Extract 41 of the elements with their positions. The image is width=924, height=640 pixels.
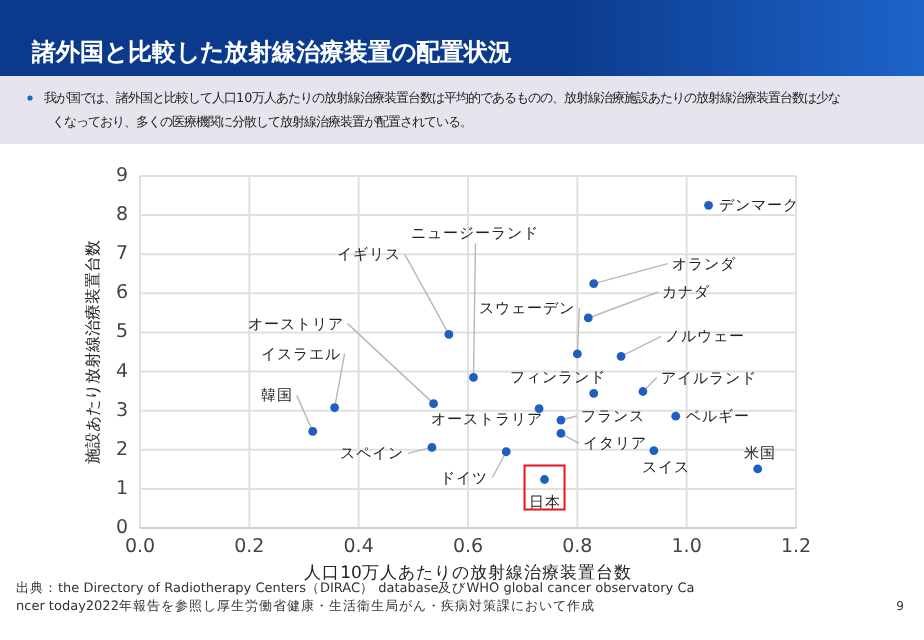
point	[638, 387, 648, 396]
point	[704, 200, 713, 210]
point	[444, 330, 454, 339]
point	[572, 349, 582, 359]
x-tick-label: 0.4	[343, 536, 374, 558]
point	[589, 279, 599, 288]
y-tick-label: 3	[115, 399, 128, 422]
point	[429, 399, 438, 409]
point	[589, 389, 599, 398]
point	[556, 428, 566, 438]
x-tick-label: 0.6	[452, 536, 484, 558]
y-tick-label: 7	[115, 243, 128, 266]
y-tick-label: 0	[115, 517, 128, 539]
x-tick-label: 0.8	[562, 536, 593, 558]
point	[308, 427, 318, 436]
point	[501, 447, 511, 457]
point	[753, 464, 763, 474]
point	[583, 313, 593, 323]
y-tick-label: 1	[115, 477, 128, 500]
y-tick-label: 2	[115, 438, 128, 461]
x-tick-label: 1.2	[780, 536, 812, 558]
chart-title: 諸外国と比較した放射線治療装置の配置状況	[30, 38, 512, 66]
point	[616, 351, 626, 361]
x-tick-label: 1.0	[671, 536, 702, 558]
x-axis-title: 人口10万人あたりの放射線治療装置台数	[304, 562, 632, 584]
y-tick-label: 6	[115, 282, 128, 305]
y-tick-label: 8	[115, 204, 128, 227]
x-tick-label: 0.2	[234, 536, 265, 558]
point	[330, 403, 340, 412]
y-tick-label: 5	[115, 321, 128, 344]
y-tick-label: 9	[115, 165, 128, 187]
point	[671, 411, 681, 421]
point	[534, 404, 544, 414]
point	[540, 475, 549, 484]
point	[427, 443, 437, 452]
point	[649, 446, 659, 455]
y-axis-title: 施設あたり放射線治療装置台数	[84, 240, 102, 464]
y-tick-label: 4	[115, 360, 128, 383]
x-tick-label: 0.0	[124, 536, 156, 558]
point	[556, 415, 566, 425]
point	[469, 373, 478, 382]
